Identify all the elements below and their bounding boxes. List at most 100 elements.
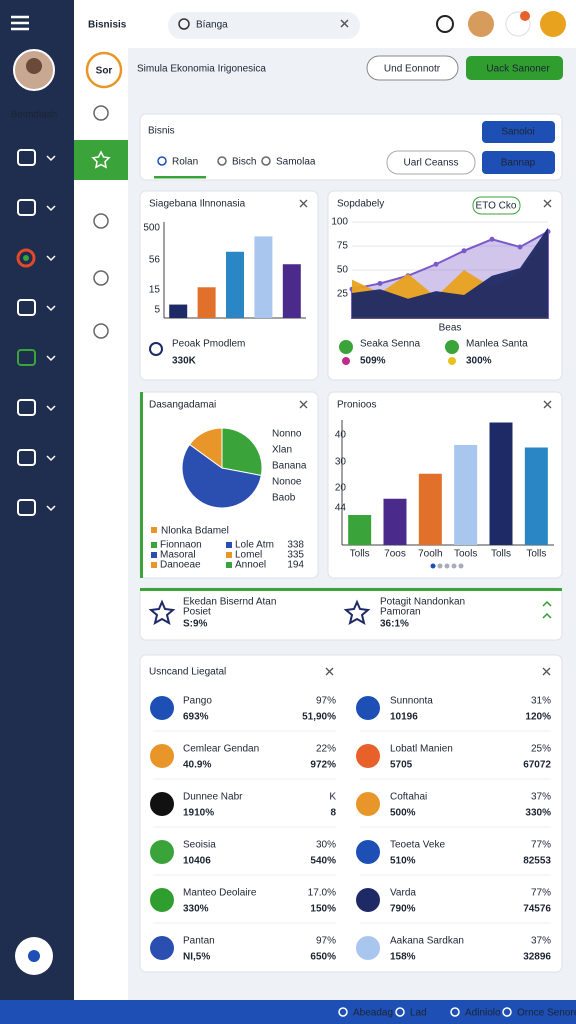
logo-text: Sor [96, 66, 113, 77]
nav-chevron [46, 355, 56, 362]
footer-value: 509% [360, 356, 386, 367]
card-close [299, 400, 308, 409]
strip-title: Ekedan Bisernd Atan [183, 597, 276, 608]
item-pct: 37% [531, 792, 551, 803]
legend-label: Banana [272, 461, 307, 472]
tab[interactable]: Bisch [232, 157, 256, 168]
item-sub: 10196 [390, 712, 418, 723]
outline-button-label[interactable]: Und Eonnotr [384, 64, 441, 75]
bar [418, 473, 442, 545]
row-swatch [226, 552, 232, 558]
bottom-link[interactable]: Adiniolo [465, 1008, 501, 1019]
strip-accent [140, 588, 562, 591]
nav-icon[interactable] [17, 199, 36, 216]
tab[interactable]: Samolaa [276, 157, 316, 168]
nav-chevron [46, 255, 56, 262]
item-sub: 693% [183, 712, 209, 723]
nav-icon[interactable] [17, 499, 36, 516]
point [377, 280, 383, 286]
bar [348, 515, 372, 545]
axis-label: 56 [149, 255, 161, 266]
bar [226, 251, 244, 318]
tab[interactable]: Rolan [172, 157, 198, 168]
item-name: Pango [183, 696, 212, 707]
row-label: Danoeae [160, 560, 201, 571]
footer-value: 300% [466, 356, 492, 367]
strip-icon [343, 599, 371, 626]
footer-icon [149, 342, 163, 356]
nav-icon[interactable] [17, 299, 36, 316]
item-sub: 330% [183, 904, 209, 915]
strip-icon [148, 599, 176, 626]
footer-icon [445, 340, 459, 354]
primary-button-label[interactable]: Uack Sanoner [486, 64, 550, 75]
item-pct: 22% [316, 744, 336, 755]
legend-label: Xlan [272, 445, 292, 456]
item-value: 32896 [523, 952, 551, 963]
row-value: 335 [287, 550, 304, 561]
x-tick-label: 7oos [384, 549, 406, 560]
list-panel [139, 654, 563, 973]
pie-slice [181, 443, 262, 509]
top-avatar[interactable] [468, 11, 494, 37]
x-tick-label: 7oolh [418, 549, 442, 560]
panel-outline-button[interactable] [386, 150, 476, 175]
bottom-link[interactable]: Lad [410, 1008, 427, 1019]
card-close [299, 199, 308, 208]
profile [540, 11, 566, 37]
user-name: Beimdiash [11, 110, 58, 121]
outline-button[interactable] [366, 55, 459, 81]
list-icon [356, 936, 380, 960]
x-tick-label: Tolls [491, 549, 511, 560]
rail-active[interactable] [74, 140, 128, 180]
point [517, 244, 523, 250]
strip-chevron [542, 600, 552, 619]
panel-button[interactable] [482, 121, 555, 143]
item-name: Dunnee Nabr [183, 792, 243, 803]
footer-label: Seaka Senna [360, 339, 420, 350]
search-icon [178, 18, 190, 30]
axis-label: 30 [335, 457, 347, 468]
app-title: Bisnisis [88, 20, 127, 31]
tab-icon [217, 156, 227, 166]
item-name: Pantan [183, 936, 215, 947]
primary-button[interactable] [466, 56, 563, 80]
panel-button-label[interactable]: Bannap [501, 158, 536, 169]
panel-outline-label[interactable]: Uarl Ceanss [403, 158, 458, 169]
nav-icon[interactable] [17, 149, 36, 166]
item-value: 650% [310, 952, 336, 963]
panel-button[interactable] [482, 151, 555, 174]
nav-chevron [46, 505, 56, 512]
bottom-link[interactable]: Abeadag [353, 1008, 393, 1019]
card-title: Siagebana Ilnnonasia [149, 199, 246, 210]
strip-title: Potagit Nandonkan [380, 597, 465, 608]
row-label: Annoel [235, 560, 266, 571]
panel-button-label[interactable]: Sanoloi [501, 127, 534, 138]
item-value: 150% [310, 904, 336, 915]
item-value: 82553 [523, 856, 551, 867]
badge [472, 196, 521, 215]
rail-icon [93, 270, 109, 286]
nav-icon[interactable] [17, 399, 36, 416]
bar [383, 498, 407, 545]
search-box[interactable] [168, 12, 360, 39]
row-swatch [151, 562, 157, 568]
axis-label: 20 [335, 483, 347, 494]
y-tick-label: 100 [331, 217, 348, 228]
bottom-link[interactable]: Ornce Senoren [517, 1008, 576, 1019]
bar [169, 304, 188, 318]
item-pct: K [329, 792, 336, 803]
nav-icon[interactable] [17, 349, 36, 366]
item-sub: 10406 [183, 856, 211, 867]
footer-icon [342, 357, 350, 365]
list-title: Usncand Liegatal [149, 667, 226, 678]
item-sub: 5705 [390, 760, 413, 771]
item-sub: 1910% [183, 808, 214, 819]
card-close [543, 400, 552, 409]
strip-sub: Pamoran [380, 607, 421, 618]
item-pct: 97% [316, 696, 336, 707]
card-title: Dasangadamai [149, 400, 216, 411]
nav-icon[interactable] [17, 449, 36, 466]
pager-dot [451, 563, 457, 569]
card-title: Sopdabely [337, 199, 384, 210]
